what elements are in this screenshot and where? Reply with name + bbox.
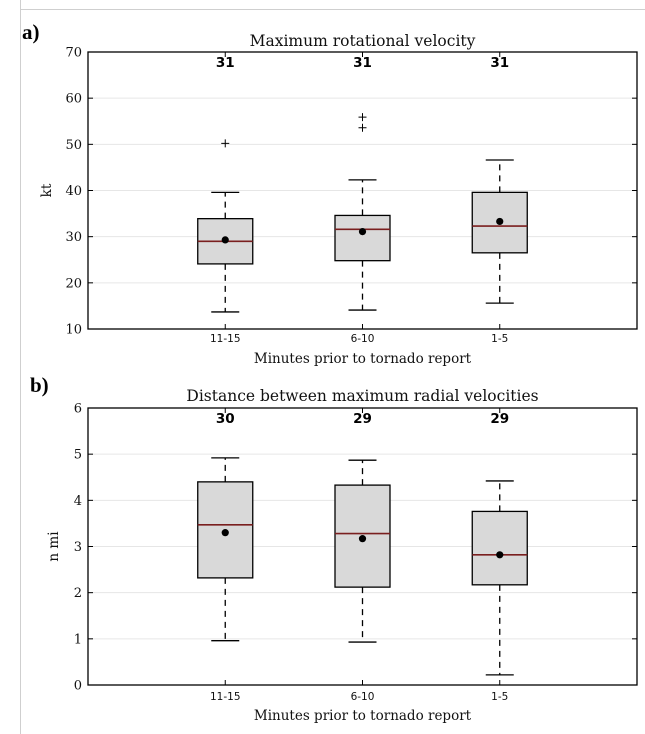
panel-label: b) — [30, 373, 49, 397]
y-tick-label: 40 — [65, 184, 82, 199]
sample-count-label: 30 — [216, 411, 235, 427]
box-6-10 — [334, 113, 391, 311]
y-tick-label: 30 — [65, 230, 82, 245]
y-tick-label: 70 — [65, 46, 82, 61]
mean-point — [221, 236, 229, 244]
figure-left-border — [20, 0, 21, 734]
chart-panel-b: b) Distance between maximum radial veloci… — [30, 373, 638, 724]
sample-count-label: 31 — [490, 55, 509, 71]
y-tick-label: 5 — [74, 448, 82, 463]
y-tick-label: 3 — [74, 540, 82, 555]
mean-point — [496, 551, 504, 559]
x-tick-label: 11-15 — [210, 333, 241, 345]
box-iqr — [471, 510, 528, 586]
box-11-15 — [197, 139, 254, 313]
y-tick-label: 4 — [74, 494, 82, 509]
x-tick-label: 6-10 — [351, 333, 375, 345]
y-tick-label: 1 — [74, 632, 82, 647]
y-tick-label: 0 — [74, 679, 82, 694]
sample-count-label: 29 — [353, 411, 372, 427]
mean-point — [358, 535, 367, 543]
y-tick-label: 10 — [65, 323, 82, 338]
panel-label: a) — [22, 20, 40, 44]
box-1-5 — [471, 480, 528, 676]
outlier-point — [358, 113, 367, 122]
sample-count-label: 31 — [216, 55, 235, 71]
box-iqr — [334, 214, 391, 262]
outlier-point — [221, 139, 230, 148]
x-axis-label: Minutes prior to tornado report — [254, 708, 472, 724]
y-tick-label: 20 — [65, 276, 82, 291]
sample-count-label: 31 — [353, 55, 372, 71]
y-axis-label: kt — [39, 183, 55, 197]
figure-top-border — [20, 9, 645, 10]
y-axis-label: n mi — [46, 531, 62, 562]
plot-frame — [87, 407, 638, 686]
mean-point — [221, 529, 229, 537]
mean-point — [358, 227, 367, 236]
box-6-10 — [334, 459, 391, 643]
x-tick-label: 6-10 — [351, 691, 375, 703]
x-axis-label: Minutes prior to tornado report — [254, 351, 472, 367]
sample-count-label: 29 — [490, 411, 509, 427]
x-tick-label: 11-15 — [210, 691, 241, 703]
mean-point — [496, 217, 504, 226]
plot-frame — [87, 51, 638, 330]
box-11-15 — [197, 457, 254, 642]
y-tick-label: 50 — [65, 138, 82, 153]
box-1-5 — [471, 159, 528, 304]
chart-panel-a: a) Maximum rotational velocity 10 20 30 40 50 6… — [22, 20, 638, 367]
y-tick-label: 2 — [74, 586, 82, 601]
outlier-point — [358, 123, 367, 132]
chart-title: Maximum rotational velocity — [250, 32, 476, 50]
y-tick-label: 60 — [65, 92, 82, 107]
y-tick-label: 6 — [74, 402, 82, 417]
x-tick-label: 1-5 — [491, 691, 508, 703]
chart-title: Distance between maximum radial velociti… — [186, 387, 538, 405]
x-tick-label: 1-5 — [491, 333, 508, 345]
